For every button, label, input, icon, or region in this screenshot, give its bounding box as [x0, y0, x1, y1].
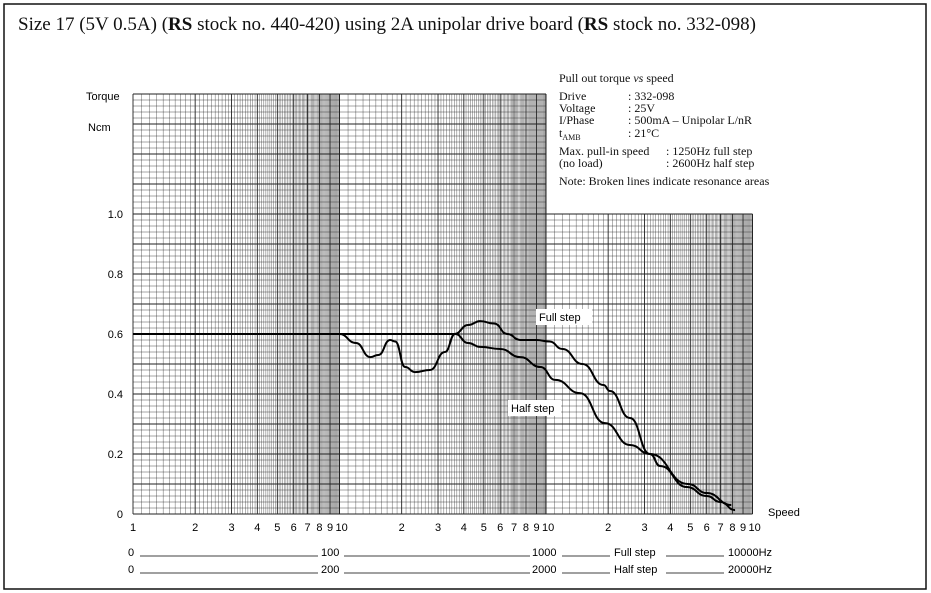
half-step-curve — [133, 332, 732, 506]
x-tick-label: 2 — [399, 522, 405, 534]
info-temp-value: : 21°C — [628, 126, 659, 140]
x-tick-label: 3 — [228, 522, 234, 534]
x-tick-label: 1 — [130, 522, 136, 534]
x-tick-label: 2 — [192, 522, 198, 534]
scale-value: 0 — [128, 547, 134, 559]
x-tick-label: 5 — [687, 522, 693, 534]
x-axis-label: Speed — [768, 507, 800, 519]
info-temp-label: tAMB — [559, 126, 581, 142]
x-tick-label: 6 — [497, 522, 503, 534]
x-tick-label: 10 — [542, 522, 554, 534]
y-tick-label: 0.2 — [108, 449, 123, 461]
chart-title: Size 17 (5V 0.5A) (RS stock no. 440-420)… — [18, 14, 756, 35]
x-tick-label: 4 — [667, 522, 673, 534]
x-tick-label: 7 — [304, 522, 310, 534]
y-tick-label: 0.6 — [108, 329, 123, 341]
y-tick-label: 0 — [117, 509, 123, 521]
info-heading: Pull out torque vs speed — [559, 71, 674, 85]
frame-border — [3, 3, 927, 590]
scale-value: 100 — [321, 547, 339, 559]
x-tick-label: 4 — [254, 522, 260, 534]
scale-end-label: 10000Hz — [728, 547, 772, 559]
info-phase-label: I/Phase — [559, 113, 594, 127]
y-tick-label: 0.8 — [108, 269, 123, 281]
y-axis-label: Torque — [86, 91, 120, 103]
tick-labels: 00.20.40.60.81.01 2 3 4 5 6 7 8 9 10 2 3 4 5 6 7 8 9 10 2 3 4… — [108, 209, 761, 534]
info-pullin-full: : 1250Hz full step — [666, 144, 752, 158]
frequency-scales: 0 100 1000 Full step 10000Hz 0 200 2000 Half ste… — [128, 547, 772, 576]
info-voltage-value: : 25V — [628, 101, 655, 115]
scale-mode-label: Full step — [614, 547, 656, 559]
half-step-label: Half step — [508, 400, 561, 416]
x-tick-label: 7 — [717, 522, 723, 534]
x-tick-label: 7 — [511, 522, 517, 534]
full-step-label: Full step — [536, 309, 592, 325]
x-tick-label: 2 — [605, 522, 611, 534]
info-block: Pull out torque vs speed Drive: 332-098 … — [553, 70, 793, 210]
scale-value: 0 — [128, 564, 134, 576]
x-tick-label: 9 — [327, 522, 333, 534]
grid — [132, 93, 753, 515]
scale-mode-label: Half step — [614, 564, 657, 576]
y-tick-label: 0.4 — [108, 389, 123, 401]
x-tick-label: 8 — [316, 522, 322, 534]
curves — [133, 320, 736, 512]
x-tick-label: 9 — [533, 522, 539, 534]
x-tick-label: 3 — [435, 522, 441, 534]
info-pullin-label: Max. pull-in speed — [559, 144, 649, 158]
info-noload-label: (no load) — [559, 156, 603, 170]
svg-text:Full step: Full step — [539, 312, 581, 324]
scale-value: 2000 — [532, 564, 556, 576]
scale-value: 1000 — [532, 547, 556, 559]
scale-end-label: 20000Hz — [728, 564, 772, 576]
y-tick-label: 1.0 — [108, 209, 123, 221]
x-tick-label: 6 — [704, 522, 710, 534]
info-note: Note: Broken lines indicate resonance ar… — [559, 174, 770, 188]
x-tick-label: 5 — [274, 522, 280, 534]
x-tick-label: 6 — [291, 522, 297, 534]
x-tick-label: 4 — [461, 522, 467, 534]
x-tick-label: 8 — [729, 522, 735, 534]
svg-text:Half step: Half step — [511, 403, 554, 415]
info-voltage-label: Voltage — [559, 101, 595, 115]
y-axis-unit: Ncm — [88, 122, 111, 134]
info-pullin-half: : 2600Hz half step — [666, 156, 754, 170]
x-tick-label: 3 — [641, 522, 647, 534]
full-step-curve — [133, 320, 736, 512]
x-tick-label: 10 — [336, 522, 348, 534]
x-tick-label: 8 — [523, 522, 529, 534]
info-drive-value: : 332-098 — [628, 89, 674, 103]
info-drive-label: Drive — [559, 89, 586, 103]
scale-value: 200 — [321, 564, 339, 576]
x-tick-label: 5 — [481, 522, 487, 534]
x-tick-label: 10 — [749, 522, 761, 534]
info-phase-value: : 500mA – Unipolar L/nR — [628, 113, 752, 127]
x-tick-label: 9 — [740, 522, 746, 534]
